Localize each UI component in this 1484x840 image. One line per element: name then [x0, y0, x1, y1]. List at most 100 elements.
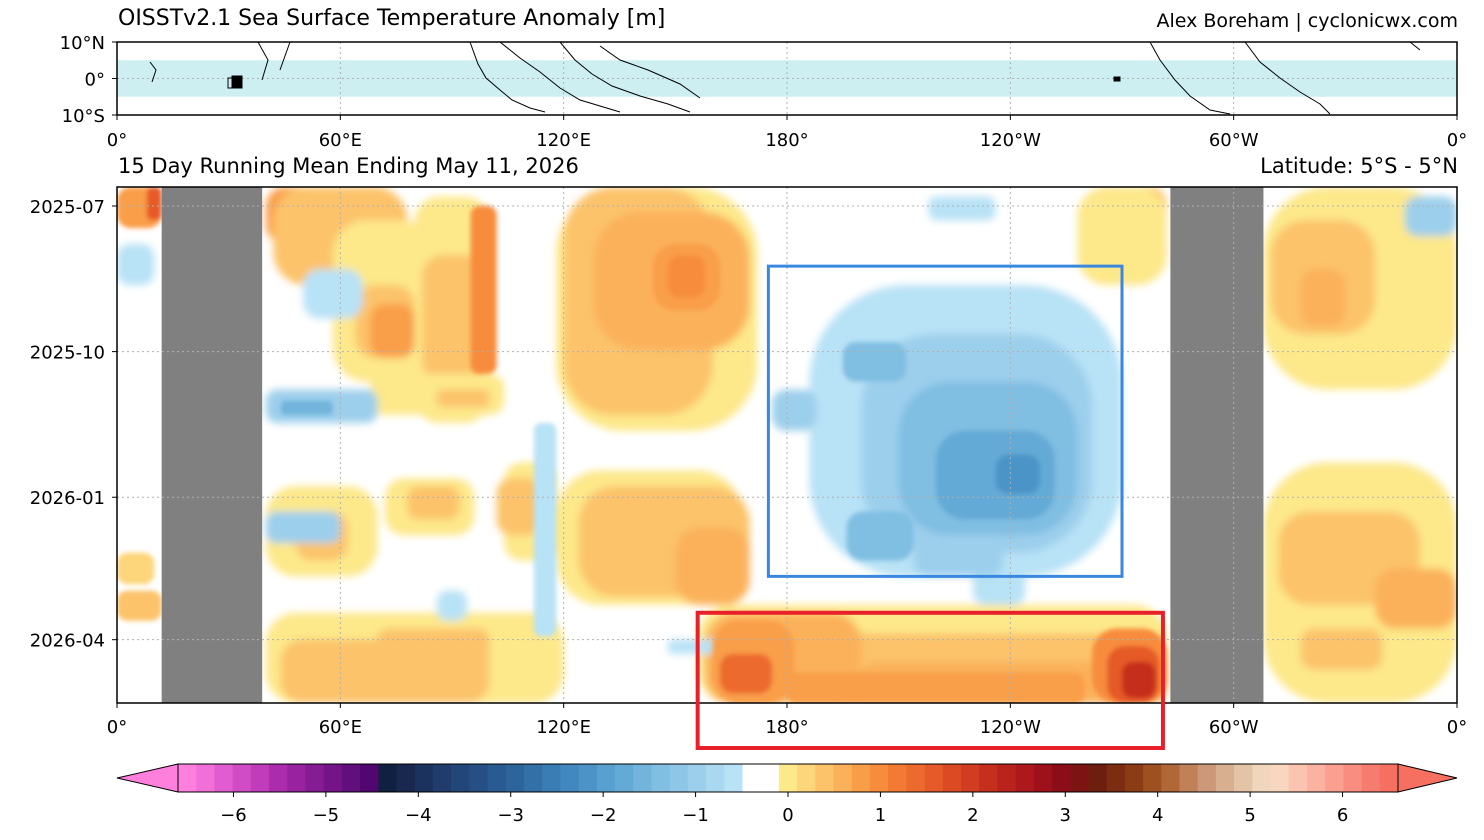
anomaly-patch: [1404, 196, 1457, 237]
anomaly-patch: [370, 304, 415, 358]
plot-y-ticks: 2025-07 2025-10 2026-01 2026-04: [30, 197, 117, 652]
colorbar-segment: [396, 764, 416, 792]
colorbar-segment: [1379, 764, 1399, 792]
colorbar-segment: [815, 764, 835, 792]
colorbar-tick-label: 2: [967, 805, 978, 826]
plot-y-tick-label: 2025-10: [30, 343, 105, 364]
colorbar-segment: [378, 764, 398, 792]
colorbar-segment: [1052, 764, 1071, 792]
colorbar-segment: [1197, 764, 1217, 792]
colorbar-segment: [542, 764, 561, 792]
colorbar-segment: [888, 764, 907, 792]
colorbar-segment: [724, 764, 744, 792]
anomaly-patch: [265, 511, 341, 544]
plot-y-tick-label: 2026-04: [30, 631, 105, 652]
colorbar-extend-low: [116, 763, 179, 793]
map-x-ticks: 0° 60°E 120°E 180° 120°W 60°W 0°: [107, 115, 1467, 151]
colorbar-segment: [833, 764, 853, 792]
map-y-tick-label: 10°N: [60, 33, 105, 54]
colorbar-segment: [196, 764, 216, 792]
anomaly-patch: [995, 454, 1041, 495]
plot-x-tick-label: 60°E: [319, 717, 362, 738]
colorbar-segment: [578, 764, 598, 792]
plot-x-tick-label: 60°W: [1209, 717, 1259, 738]
map-y-ticks: 10°N 0° 10°S: [60, 33, 117, 127]
colorbar-segment: [778, 764, 798, 792]
anomaly-patch: [280, 400, 333, 415]
anomaly-patch: [1300, 628, 1383, 670]
anomaly-patch: [772, 389, 817, 431]
colorbar-tick-label: −2: [590, 805, 617, 826]
colorbar-segment: [1234, 764, 1253, 792]
colorbar-segment: [432, 764, 452, 792]
plot-x-tick-label: 0°: [1447, 717, 1467, 738]
hovmoller-plot: 0° 60°E 120°E 180° 120°W 60°W 0° 2025-07 2025-1…: [30, 186, 1467, 750]
colorbar-extend-high: [1397, 763, 1458, 793]
colorbar-segment: [523, 764, 543, 792]
colorbar-segment: [1179, 764, 1199, 792]
colorbar-segments: [116, 763, 1458, 793]
anomaly-patch: [117, 590, 162, 621]
colorbar: −6 −5 −4 −3 −2 −1 0 1 2 3 4 5 6: [116, 763, 1458, 826]
plot-y-tick-label: 2026-01: [30, 488, 105, 509]
anomaly-patch: [470, 205, 497, 374]
colorbar-segment: [1343, 764, 1363, 792]
red-annotation-box: [695, 610, 1165, 750]
colorbar-segment: [942, 764, 962, 792]
plot-x-tick-label: 0°: [107, 717, 127, 738]
author-credit: Alex Boreham | cyclonicwx.com: [1156, 10, 1458, 32]
colorbar-segment: [341, 764, 361, 792]
colorbar-segment: [924, 764, 944, 792]
reference-map: 0° 60°E 120°E 180° 120°W 60°W 0° 10°N0°10°S: [60, 33, 1468, 151]
anomaly-patch: [928, 196, 996, 221]
colorbar-segment: [669, 764, 689, 792]
colorbar-segment: [232, 764, 252, 792]
anomaly-patch: [842, 342, 907, 382]
colorbar-segment: [906, 764, 926, 792]
colorbar-segment: [797, 764, 816, 792]
colorbar-segment: [269, 764, 288, 792]
colorbar-segment: [505, 764, 525, 792]
field-layer-detail: [117, 187, 1167, 703]
colorbar-segment: [360, 764, 379, 792]
anomaly-patch: [146, 187, 162, 221]
colorbar-tick-label: 4: [1152, 805, 1163, 826]
colorbar-segment: [414, 764, 434, 792]
colorbar-segment: [615, 764, 634, 792]
blue-annotation-box: [766, 264, 1124, 578]
anomaly-patch: [377, 628, 490, 662]
anomaly-patch: [437, 389, 490, 408]
anomaly-patch: [422, 255, 486, 382]
latitude-range-label: Latitude: 5°S - 5°N: [1260, 154, 1458, 178]
colorbar-segment: [1124, 764, 1144, 792]
colorbar-segment: [869, 764, 889, 792]
colorbar-segment: [1143, 764, 1162, 792]
colorbar-segment: [706, 764, 725, 792]
colorbar-segment: [960, 764, 980, 792]
colorbar-segment: [487, 764, 507, 792]
anomaly-patch: [913, 535, 1003, 577]
colorbar-segment: [178, 764, 197, 792]
anomaly-patch: [303, 269, 363, 319]
anomaly-patch: [117, 243, 155, 286]
colorbar-tick-label: −4: [405, 805, 432, 826]
colorbar-tick-label: 0: [782, 805, 793, 826]
colorbar-segment: [214, 764, 234, 792]
colorbar-segment: [633, 764, 653, 792]
colorbar-segment: [997, 764, 1017, 792]
colorbar-segment: [1361, 764, 1381, 792]
colorbar-segment: [1033, 764, 1053, 792]
colorbar-segment: [1088, 764, 1108, 792]
anomaly-patch: [667, 639, 720, 654]
colorbar-segment: [305, 764, 325, 792]
anomaly-patch: [1375, 568, 1457, 629]
plot-x-tick-label: 120°E: [536, 717, 591, 738]
anomaly-patch: [667, 255, 706, 298]
plot-x-tick-label: 120°W: [980, 717, 1041, 738]
plot-y-tick-label: 2025-07: [30, 197, 105, 218]
chart-subtitle: 15 Day Running Mean Ending May 11, 2026: [118, 154, 579, 178]
map-x-tick-label: 180°: [765, 130, 808, 151]
plot-x-ticks: 0° 60°E 120°E 180° 120°W 60°W 0°: [107, 703, 1467, 738]
annotation-boxes: [695, 264, 1165, 750]
map-x-tick-label: 120°E: [536, 130, 591, 151]
